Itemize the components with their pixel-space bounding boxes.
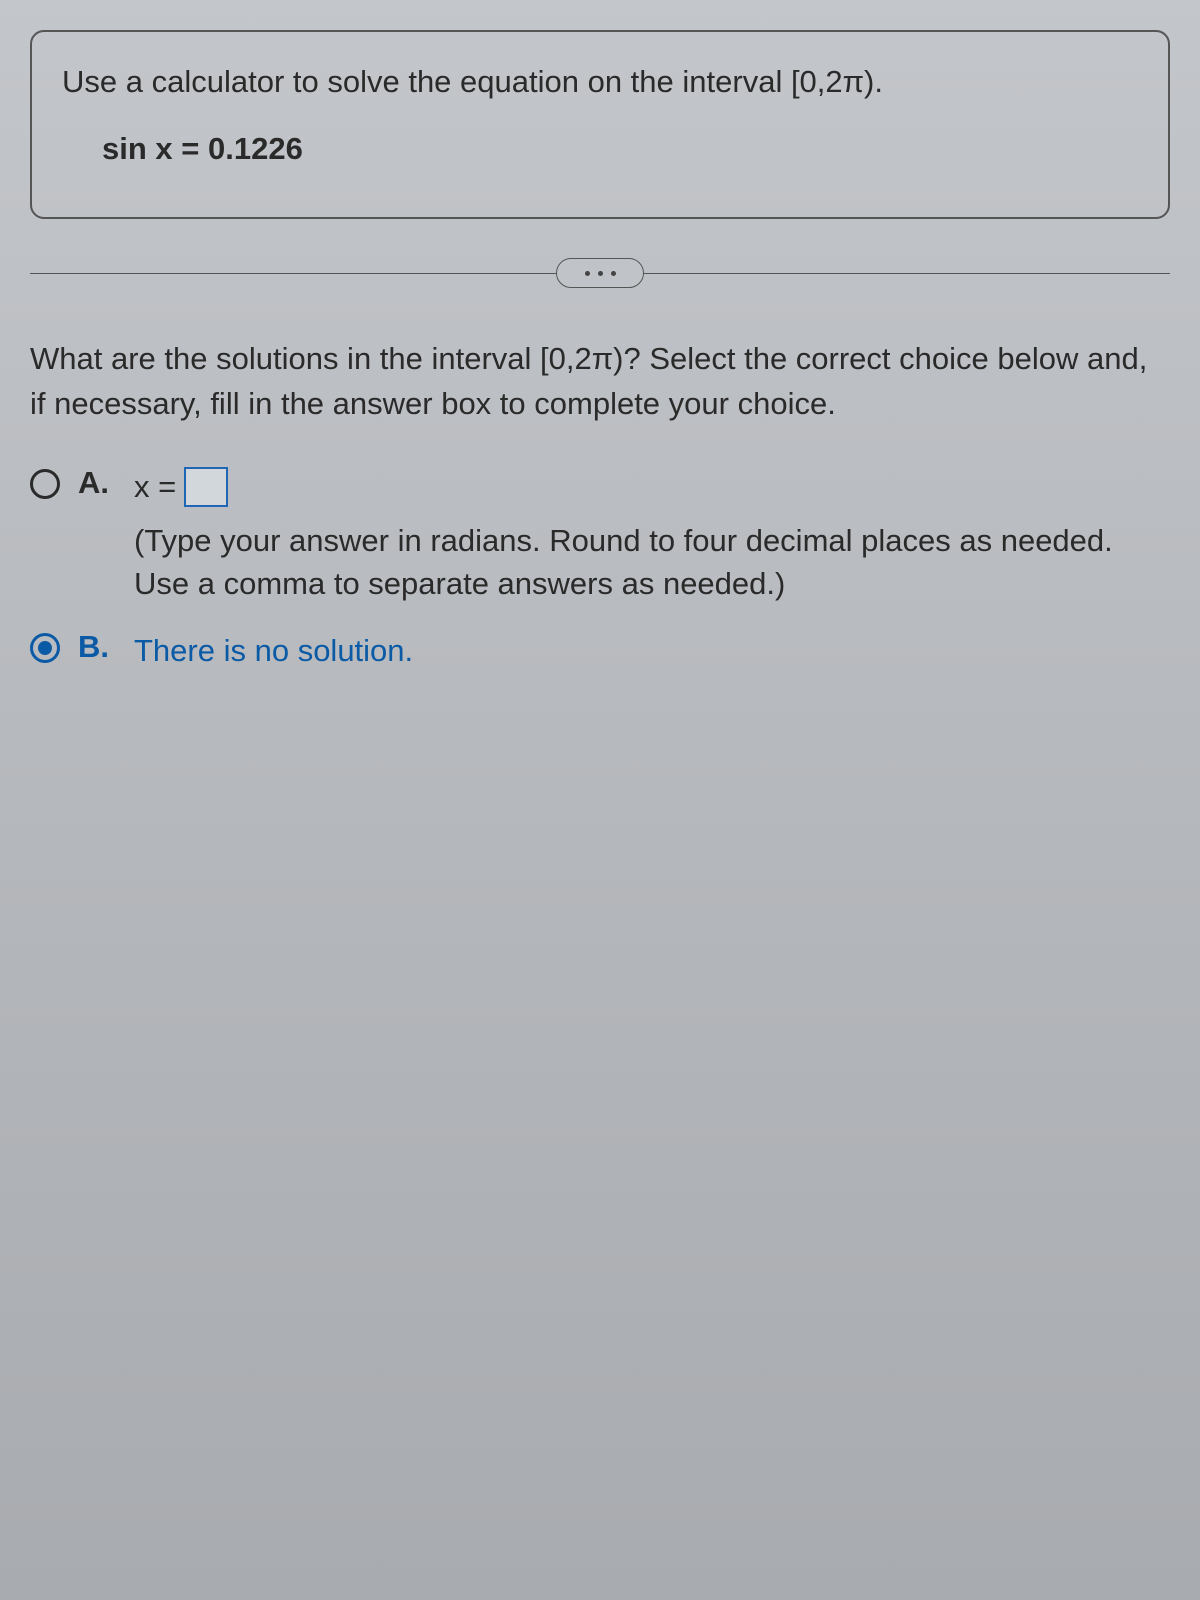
problem-card: Use a calculator to solve the equation o…	[30, 30, 1170, 219]
choice-b-row: B. There is no solution.	[30, 629, 1170, 672]
equation-lhs: sin x	[102, 131, 173, 166]
choice-a-equation: x =	[134, 465, 1170, 508]
choice-a-answer-input[interactable]	[184, 467, 228, 507]
ellipsis-dot-icon	[598, 271, 603, 276]
choice-a-letter: A.	[78, 465, 116, 501]
choice-a-radio[interactable]	[30, 469, 60, 499]
choices-group: A. x = (Type your answer in radians. Rou…	[30, 465, 1170, 673]
page-root: Use a calculator to solve the equation o…	[0, 0, 1200, 1600]
choice-a-prefix: x =	[134, 465, 176, 508]
ellipsis-dot-icon	[611, 271, 616, 276]
ellipsis-dot-icon	[585, 271, 590, 276]
equation-equals: =	[181, 131, 199, 166]
section-divider	[30, 257, 1170, 289]
choice-a-row: A. x = (Type your answer in radians. Rou…	[30, 465, 1170, 605]
choice-a-body: x = (Type your answer in radians. Round …	[134, 465, 1170, 605]
choice-b-letter: B.	[78, 629, 116, 665]
equation-rhs: 0.1226	[208, 131, 303, 166]
problem-equation: sin x = 0.1226	[102, 131, 1138, 167]
question-prompt: Use a calculator to solve the equation o…	[62, 60, 1138, 103]
more-options-pill[interactable]	[556, 258, 644, 288]
choice-b-radio[interactable]	[30, 633, 60, 663]
choice-a-hint: (Type your answer in radians. Round to f…	[134, 519, 1170, 606]
choice-b-text: There is no solution.	[134, 629, 413, 672]
sub-question-text: What are the solutions in the interval […	[30, 337, 1170, 427]
